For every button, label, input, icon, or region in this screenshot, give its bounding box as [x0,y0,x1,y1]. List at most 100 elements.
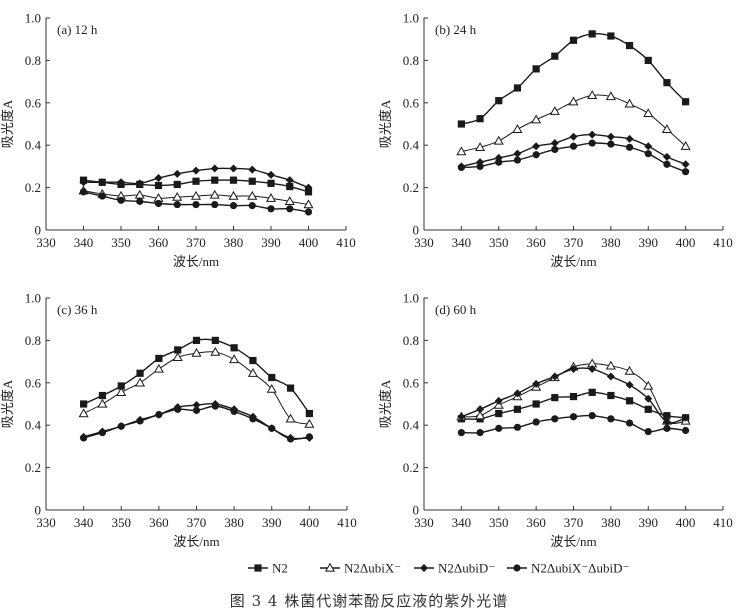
data-point [192,200,200,209]
y-tick-label: 1.0 [403,291,419,306]
data-point [681,160,690,169]
data-point [625,397,634,405]
data-point [569,365,578,374]
series-circle [80,402,313,443]
data-point [643,108,654,118]
data-point [663,412,671,420]
data-point [117,178,125,187]
y-tick-label: 0.2 [25,460,41,475]
legend-marker-triangle-open [324,562,336,572]
data-point [155,354,163,363]
data-point [229,354,240,364]
data-point [136,197,144,205]
data-point [247,190,258,200]
series-circle [457,139,690,176]
data-point [569,36,578,44]
data-point [80,400,88,408]
data-point [155,411,163,419]
y-axis-label: 吸光度A [378,99,393,148]
y-tick-label: 0 [35,223,42,238]
x-tick-label: 400 [676,515,696,530]
data-point [457,412,466,421]
y-axis-label: 吸光度A [0,99,15,148]
data-point [134,189,145,199]
data-point [663,79,671,87]
x-tick-label: 380 [601,515,621,530]
data-point [625,380,634,389]
data-point [551,52,559,60]
data-point [587,90,598,100]
legend-item: N2ΔubiX⁻ΔubiD⁻ [507,561,629,576]
data-point [229,202,238,210]
x-axis-label: 波长/nm [550,254,596,269]
x-tick-label: 350 [112,515,132,530]
data-point [513,423,522,431]
data-point [513,405,522,413]
y-axis-label: 吸光度A [378,379,393,428]
data-point [682,168,690,176]
data-point [495,158,503,166]
data-point [304,188,313,196]
data-point [248,177,256,185]
x-tick-label: 410 [337,515,357,530]
x-tick-label: 340 [74,515,94,530]
data-point [174,346,182,354]
data-point [135,179,144,188]
legend-item: N2ΔubiD⁻ [414,561,495,576]
panel-title: (c) 36 h [57,302,98,317]
x-tick-label: 360 [526,515,546,530]
x-tick-label: 350 [111,235,131,250]
data-point [605,360,616,370]
y-tick-label: 0.2 [403,180,419,195]
data-point [682,98,690,106]
data-point [154,199,163,208]
data-point [172,352,183,362]
data-point [588,139,596,147]
data-point [286,205,294,213]
data-point [494,396,503,405]
y-tick-label: 0.8 [25,53,41,68]
y-tick-label: 0.4 [25,138,42,153]
x-axis-label: 波长/nm [173,254,219,269]
data-point [285,413,296,423]
data-point [267,170,275,179]
data-point [248,165,257,174]
x-tick-label: 350 [489,515,509,530]
data-point [476,429,484,437]
x-tick-label: 360 [526,235,546,250]
data-point [136,417,144,425]
data-point [211,200,219,209]
data-point [532,142,541,151]
x-tick-label: 330 [414,235,434,250]
data-point [286,182,294,191]
y-tick-label: 0.8 [403,333,419,348]
y-tick-label: 0.4 [403,138,420,153]
data-point [532,151,540,159]
data-point [532,418,540,426]
data-point [532,400,540,408]
data-point [625,41,634,50]
data-point [304,183,313,192]
data-point [172,191,183,201]
series-diamond [457,130,690,171]
y-tick-label: 0.4 [403,418,420,433]
data-point [98,178,107,187]
data-point [513,149,522,158]
data-point [210,346,221,356]
y-tick-label: 0 [35,503,42,518]
legend-item: N2ΔubiX⁻ [320,561,401,576]
data-point [192,401,201,410]
x-tick-label: 410 [713,235,733,250]
data-point [116,387,127,396]
legend: N2 N2ΔubiX⁻ N2ΔubiD⁻ N2ΔubiX⁻ΔubiD⁻ [248,561,629,576]
data-point [549,106,560,115]
data-point [532,65,540,73]
data-point [588,388,596,396]
legend-marker-circle [513,564,521,572]
data-point [457,120,465,128]
data-point [285,176,294,185]
y-axis-label: 吸光度A [0,379,15,428]
series-triangle-open [456,90,691,156]
data-point [532,379,541,388]
data-point [211,176,219,184]
